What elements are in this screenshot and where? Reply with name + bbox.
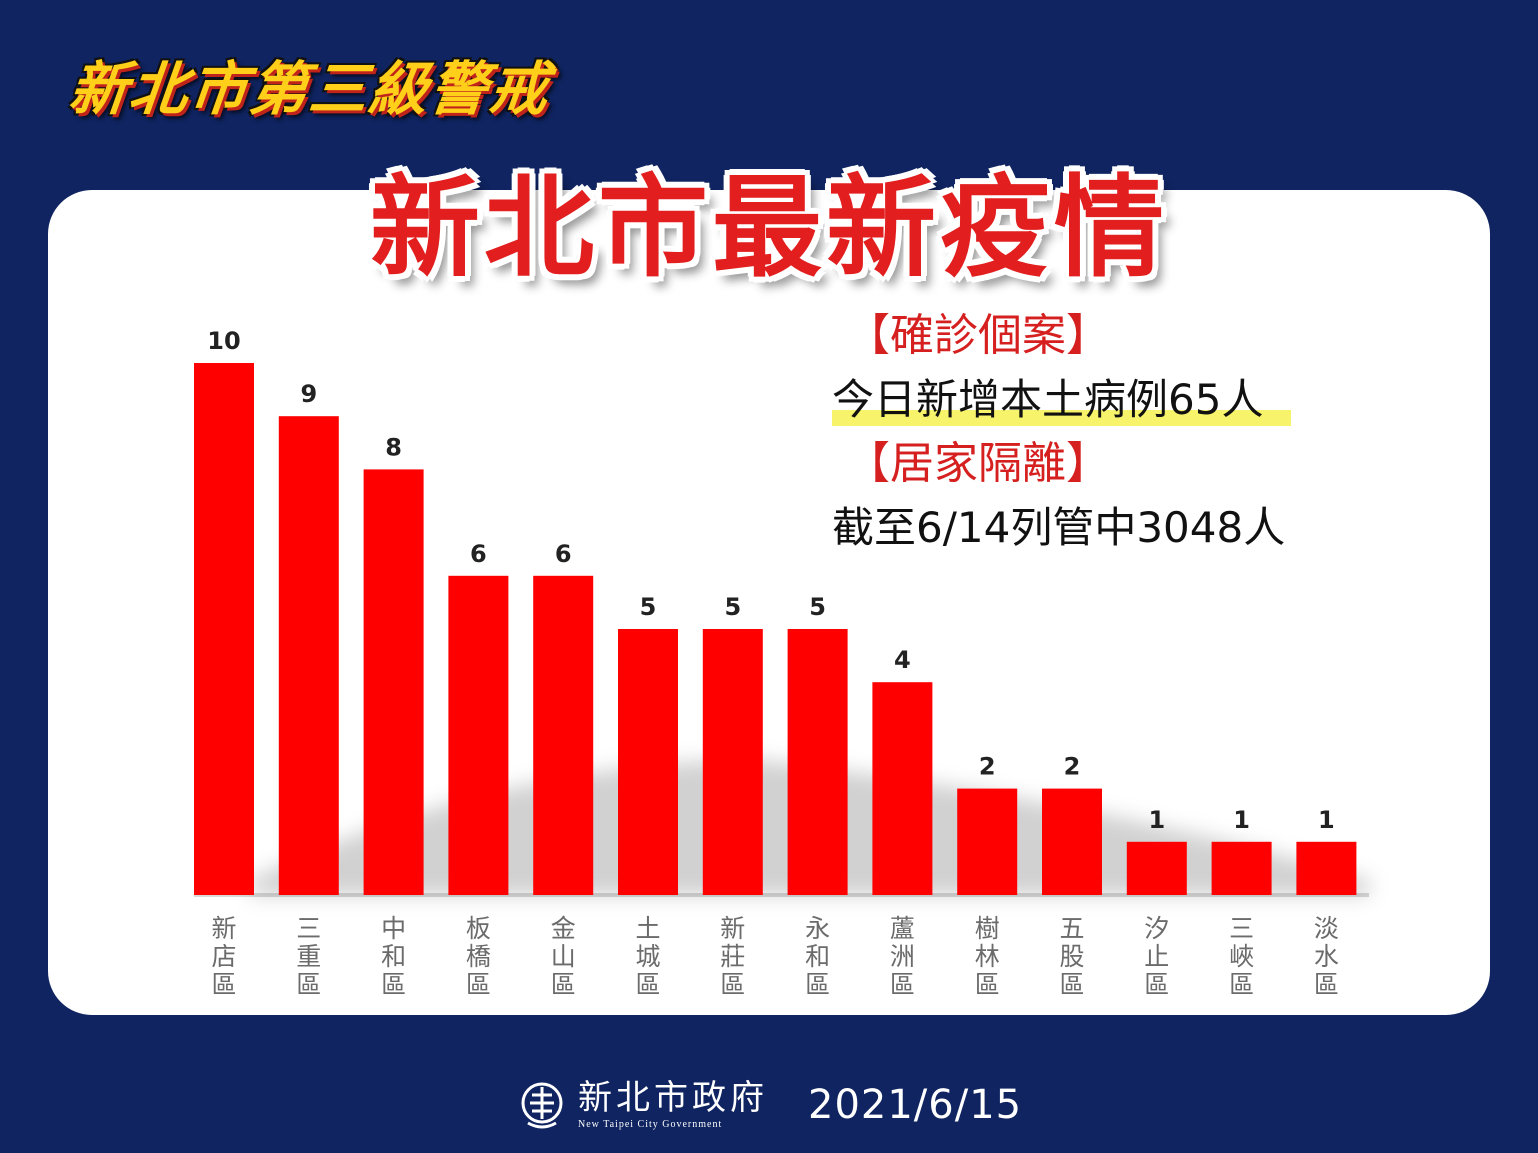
bar — [533, 575, 594, 895]
data-label: 8 — [385, 433, 402, 461]
org-name-en: New Taipei City Government — [578, 1119, 723, 1130]
bar — [363, 469, 424, 895]
data-label: 5 — [809, 593, 826, 621]
data-label: 6 — [470, 540, 487, 568]
data-label: 1 — [1148, 806, 1165, 834]
category-label: 永和區 — [805, 914, 830, 999]
footer: 新北市政府 New Taipei City Government 2021/6/… — [516, 1070, 1022, 1140]
bar — [787, 629, 848, 895]
quarantine-header: 【居家隔離】 — [846, 438, 1110, 489]
confirmed-header: 【確診個案】 — [846, 310, 1110, 361]
org-name-cn: 新北市政府 — [578, 1078, 768, 1118]
bar — [1211, 841, 1272, 895]
bar — [872, 682, 933, 895]
info-panel: 【確診個案】 今日新增本土病例65人 【居家隔離】 截至6/14列管中3048人 — [832, 306, 1292, 562]
data-label: 2 — [979, 753, 996, 781]
quarantine-text: 截至6/14列管中3048人 — [832, 503, 1286, 552]
data-label: 2 — [1064, 753, 1081, 781]
bar — [448, 575, 509, 895]
category-label: 金山區 — [551, 914, 576, 999]
data-label: 9 — [300, 380, 317, 408]
confirmed-text: 今日新增本土病例65人 — [832, 366, 1292, 434]
category-label: 汐止區 — [1144, 914, 1169, 999]
bar — [702, 629, 763, 895]
category-label: 新店區 — [211, 914, 236, 999]
category-label: 五股區 — [1059, 914, 1084, 999]
data-label: 4 — [894, 646, 911, 674]
category-label: 土城區 — [635, 914, 660, 999]
category-label: 樹林區 — [975, 914, 1000, 999]
data-label: 5 — [724, 593, 741, 621]
data-label: 10 — [207, 327, 240, 355]
new-taipei-logo-icon — [521, 1082, 563, 1129]
x-axis-baseline — [194, 893, 1369, 897]
category-label: 板橋區 — [466, 914, 491, 999]
category-label: 淡水區 — [1314, 914, 1339, 999]
category-label: 新莊區 — [720, 914, 745, 999]
data-label: 6 — [555, 540, 572, 568]
org-logo-text: 新北市政府 New Taipei City Government — [578, 1078, 768, 1132]
bar — [618, 629, 678, 895]
data-label: 1 — [1318, 806, 1335, 834]
category-label: 蘆洲區 — [890, 914, 915, 999]
category-label: 三峽區 — [1229, 914, 1254, 999]
bar — [278, 416, 339, 895]
confirmed-text-label: 今日新增本土病例65人 — [832, 375, 1264, 424]
bar — [1126, 841, 1187, 895]
bar — [957, 788, 1018, 895]
report-date: 2021/6/15 — [808, 1082, 1023, 1128]
bar — [194, 363, 254, 895]
data-label: 1 — [1233, 806, 1250, 834]
data-label: 5 — [640, 593, 657, 621]
bar — [1042, 788, 1102, 895]
category-label: 中和區 — [381, 914, 406, 999]
category-label: 三重區 — [296, 914, 321, 999]
page-title: 新北市最新疫情 — [370, 164, 1168, 292]
bar — [1296, 841, 1357, 895]
